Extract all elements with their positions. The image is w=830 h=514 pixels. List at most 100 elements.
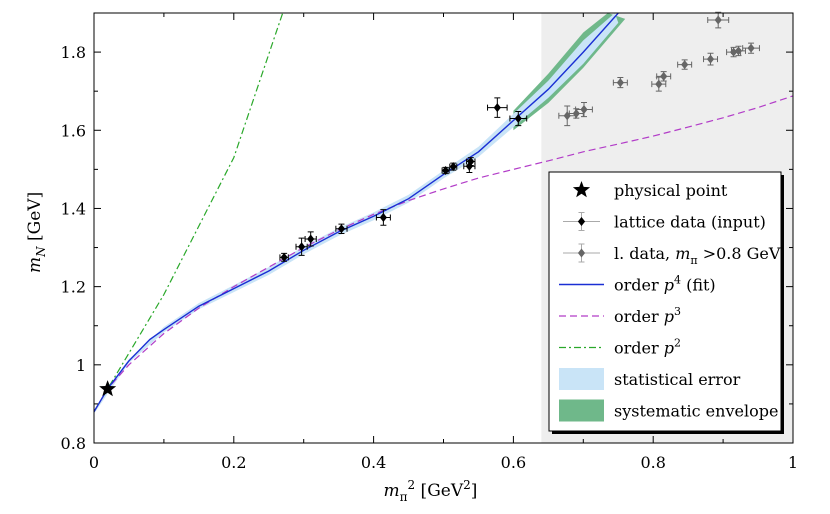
legend-label-text: statistical error xyxy=(614,370,741,389)
legend-label-text: systematic envelope xyxy=(614,402,778,421)
legend-label-tail: >0.8 GeV xyxy=(698,244,781,263)
legend-item-lattice: lattice data (input) xyxy=(563,212,766,232)
legend-label-text: l. data, xyxy=(614,244,675,263)
ldata-point xyxy=(612,77,628,89)
legend-label-text: order xyxy=(614,276,664,295)
x-axis-label-unit-end: ] xyxy=(471,481,478,501)
lattice-series xyxy=(279,97,528,262)
legend-label: lattice data (input) xyxy=(614,213,766,232)
ldata-point xyxy=(707,11,730,29)
y-tick-label: 1.4 xyxy=(61,199,86,218)
lattice-point xyxy=(441,166,450,176)
lattice-point xyxy=(487,97,508,118)
x-axis-label-unit-sup: 2 xyxy=(463,478,471,492)
lattice-point xyxy=(335,223,348,234)
lattice-marker xyxy=(337,224,346,234)
ldata-marker xyxy=(660,71,668,81)
legend-item-p4: order p4 (fit) xyxy=(559,274,716,295)
ldata-point xyxy=(677,59,693,70)
ldata-marker xyxy=(734,46,743,56)
ldata-marker xyxy=(729,47,738,57)
legend-label: statistical error xyxy=(614,370,741,389)
legend-label-symbol: p xyxy=(664,307,674,326)
legend-star-icon xyxy=(572,181,591,198)
legend-item-p2: order p2 xyxy=(559,337,681,358)
lattice-marker xyxy=(280,252,288,262)
ldata-point xyxy=(703,52,719,66)
y-axis-label-unit: [GeV] xyxy=(25,192,45,247)
y-axis-label: mN [GeV] xyxy=(25,192,48,273)
lattice-point xyxy=(466,157,476,167)
lattice-point xyxy=(295,237,308,256)
legend: physical point lattice data (input) l. dat… xyxy=(548,171,784,434)
lattice-marker xyxy=(514,114,522,124)
lattice-marker xyxy=(441,166,450,176)
physical-point-star xyxy=(99,380,117,397)
ldata-point xyxy=(656,71,672,82)
x-axis-label: mπ2 [GeV2] xyxy=(384,478,478,504)
ldata-point xyxy=(651,76,667,92)
x-tick-label: 0.8 xyxy=(640,453,665,472)
legend-label: physical point xyxy=(614,181,728,200)
legend-band-swatch-icon xyxy=(559,368,604,390)
y-tick-label: 1.2 xyxy=(61,278,86,297)
y-tick-label: 1.8 xyxy=(61,43,86,62)
error-bands-layer xyxy=(94,13,626,414)
ldata-marker xyxy=(580,105,588,115)
legend-label: order p2 xyxy=(614,337,681,358)
legend-label-symbol: m xyxy=(675,244,690,263)
y-tick-label: 0.8 xyxy=(61,434,86,453)
lattice-point xyxy=(509,111,528,127)
x-tick-label: 0 xyxy=(89,453,99,472)
legend-label-text: physical point xyxy=(614,181,728,200)
ldata-marker xyxy=(616,78,624,88)
lattice-marker xyxy=(379,212,387,222)
y-tick-label: 1 xyxy=(76,356,86,375)
order-p3-curve xyxy=(94,95,793,413)
x-tick-label: 1 xyxy=(788,453,798,472)
data-points-layer xyxy=(99,11,760,397)
ldata-marker xyxy=(572,108,580,118)
legend-label: l. data, mπ >0.8 GeV xyxy=(614,244,781,267)
lattice-marker xyxy=(465,161,473,171)
ldata-marker xyxy=(747,43,755,53)
lattice-marker xyxy=(298,242,306,252)
legend-box xyxy=(548,171,782,432)
legend-label-text: order xyxy=(614,339,664,358)
legend-label-sub: π xyxy=(690,254,697,267)
ldata-marker xyxy=(706,54,715,64)
lattice-point xyxy=(279,252,289,262)
lattice-marker xyxy=(493,103,501,113)
ldata-point xyxy=(575,102,593,118)
legend-band-swatch-icon xyxy=(559,399,604,422)
legend-diamond-icon xyxy=(577,217,586,226)
lattice-point xyxy=(304,231,317,247)
lattice-marker xyxy=(449,162,457,172)
ldata-point xyxy=(730,45,746,57)
legend-item-stat: statistical error xyxy=(559,368,741,390)
legend-label: order p4 (fit) xyxy=(614,274,716,295)
y-axis-label-symbol: m xyxy=(25,257,45,273)
lattice-marker xyxy=(307,234,315,244)
lattice-point xyxy=(375,209,391,226)
x-axis-label-unit: [GeV xyxy=(415,481,464,501)
legend-diamond-icon xyxy=(577,248,586,258)
x-tick-label: 0.2 xyxy=(221,453,246,472)
lattice-point xyxy=(449,162,458,172)
ldata-marker xyxy=(655,79,663,89)
legend-item-physical: physical point xyxy=(572,181,728,200)
legend-label: systematic envelope xyxy=(614,402,778,421)
legend-label-text: lattice data (input) xyxy=(614,213,766,232)
lattice-point xyxy=(463,159,476,173)
x-axis-label-sup: 2 xyxy=(408,478,416,492)
x-tick-label: 0.6 xyxy=(501,453,526,472)
ldata-marker xyxy=(681,60,689,70)
y-axis-label-sub: N xyxy=(34,246,48,258)
legend-label-text: order xyxy=(614,307,664,326)
legend-item-syst: systematic envelope xyxy=(559,399,778,422)
x-tick-label: 0.4 xyxy=(361,453,386,472)
legend-label-symbol: p xyxy=(664,276,674,295)
legend-label-sup: 2 xyxy=(674,337,681,350)
ldata-series xyxy=(558,11,760,127)
